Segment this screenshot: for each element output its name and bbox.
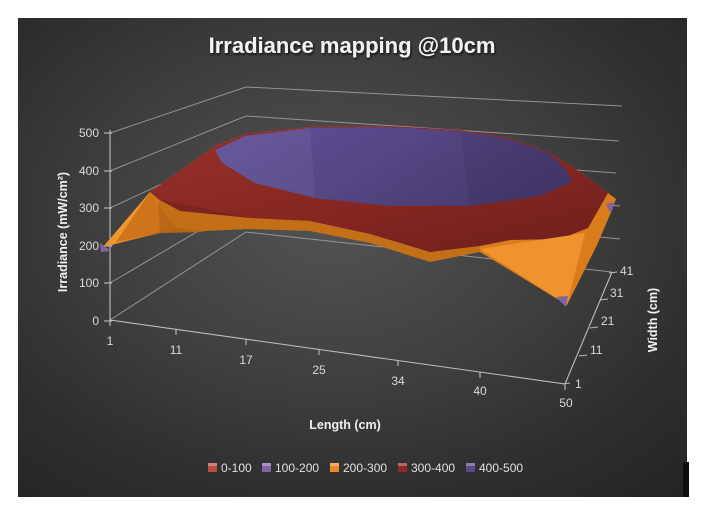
- tick-label: 400: [79, 164, 99, 178]
- legend-item: 400-500: [466, 461, 523, 475]
- tick-label: 31: [610, 286, 624, 300]
- legend-swatch-300-400: [398, 463, 407, 472]
- legend-label: 200-300: [343, 461, 387, 475]
- tick-label: 17: [239, 353, 253, 367]
- tick-label: 25: [312, 363, 326, 377]
- tick-label: 41: [620, 264, 634, 278]
- tick-label: 500: [79, 126, 99, 140]
- tick-label: 200: [79, 239, 99, 253]
- legend-swatch-0-100: [208, 463, 217, 472]
- legend-item: 300-400: [398, 461, 455, 475]
- surface-plot: [100, 126, 616, 307]
- tick-label: 34: [391, 374, 405, 388]
- legend-item: 200-300: [330, 461, 387, 475]
- value-axis-title: Irradiance (mW/cm²): [56, 172, 70, 292]
- legend-swatch-highlight: [466, 463, 475, 466]
- legend-label: 400-500: [479, 461, 523, 475]
- legend-swatch-highlight: [330, 463, 339, 466]
- width-axis-ticks: 1 11 21 31 41: [575, 264, 634, 391]
- legend-swatch-highlight: [398, 463, 407, 466]
- rim-shade: [158, 199, 480, 262]
- tick-label: 40: [473, 384, 487, 398]
- legend-label: 0-100: [221, 461, 252, 475]
- axes-lines: [104, 130, 618, 390]
- chart-title: Irradiance mapping @10cm: [209, 33, 496, 58]
- tick-label: 0: [92, 314, 99, 328]
- legend-swatch-highlight: [262, 463, 271, 466]
- tick-label: 50: [559, 396, 573, 410]
- legend: 0-100 100-200 200-300 300-400 400-500: [208, 461, 523, 475]
- length-axis-title: Length (cm): [309, 418, 381, 432]
- tick-label: 11: [170, 343, 183, 357]
- window-edge-bar: [683, 462, 689, 497]
- tick-label: 300: [79, 201, 99, 215]
- surface-band-400-500: [215, 127, 572, 206]
- legend-swatch-100-200: [262, 463, 271, 472]
- legend-swatch-200-300: [330, 463, 339, 472]
- surface-band-100-200-specks: [100, 202, 614, 307]
- tick-label: 21: [601, 314, 615, 328]
- surface-dip-face: [480, 233, 585, 305]
- tick-label: 100: [79, 276, 99, 290]
- length-axis-ticks: 1 11 17 25 34 40 50: [107, 334, 573, 410]
- legend-item: 0-100: [208, 461, 252, 475]
- width-axis-title: Width (cm): [646, 288, 660, 352]
- facet-highlight: [215, 128, 315, 198]
- surface-left-wedge-shade: [116, 192, 205, 242]
- tick-label: 1: [107, 334, 114, 348]
- facet-shade: [460, 131, 572, 206]
- legend-label: 300-400: [411, 461, 455, 475]
- legend-item: 100-200: [262, 461, 319, 475]
- tick-label: 11: [590, 343, 603, 357]
- value-axis-ticks: 0 100 200 300 400 500: [79, 126, 99, 328]
- tick-label: 1: [575, 377, 582, 391]
- legend-swatch-400-500: [466, 463, 475, 472]
- legend-label: 100-200: [275, 461, 319, 475]
- legend-swatch-highlight: [208, 463, 217, 466]
